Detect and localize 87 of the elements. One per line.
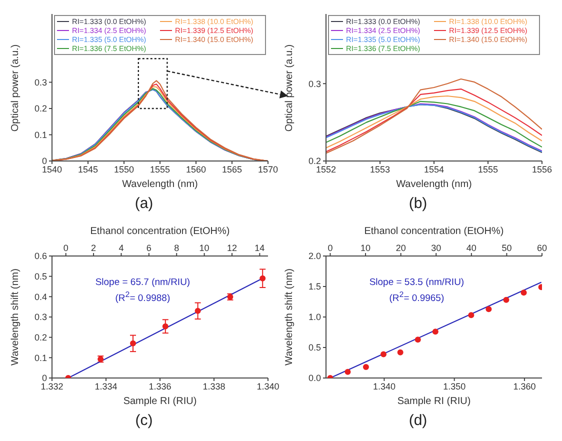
y-tick-label: 0.5	[34, 272, 47, 282]
x-axis-title: Wavelength (nm)	[395, 179, 473, 191]
y-tick-label: 1.0	[308, 312, 321, 322]
x-axis-title: Sample RI (RIU)	[396, 396, 472, 408]
y-tick-label: 0.6	[34, 251, 47, 262]
x-tick-label: 1.334	[94, 381, 118, 392]
x-tick-label: 1.340	[372, 381, 396, 392]
y-axis-title: Wavelength shift (nm)	[284, 268, 296, 366]
x2-tick-label: 60	[536, 243, 548, 253]
x2-tick-label: 50	[502, 243, 512, 253]
x2-tick-label: 10	[360, 243, 371, 253]
y-tick-label: 0.0	[308, 373, 321, 384]
y-tick-label: 0.2	[34, 104, 47, 114]
line-series	[326, 78, 542, 154]
point	[397, 349, 404, 356]
x2-tick-label: 2	[91, 243, 96, 253]
point	[414, 336, 421, 343]
y-tick-label: 0.5	[308, 342, 321, 353]
x2-tick-label: 0	[328, 243, 333, 253]
y-tick-label: 0.4	[34, 292, 47, 302]
x-tick-label: 1.332	[40, 381, 64, 392]
x-tick-label: 1550	[114, 164, 134, 174]
y-tick-label: 0.3	[34, 312, 47, 322]
y-tick-label: 0	[42, 373, 47, 384]
annotation: (R$^{2}$= 0.9965)	[388, 288, 446, 305]
y-tick-label: 1.5	[308, 282, 321, 292]
point	[486, 306, 492, 312]
y-tick-label: 0.2	[34, 332, 47, 343]
point	[520, 290, 527, 296]
x-tick-label: 1565	[222, 164, 242, 174]
x-axis-title: Sample RI (RIU)	[122, 396, 198, 408]
point	[344, 368, 351, 375]
x2-tick-label: 20	[396, 243, 406, 253]
x-tick-label: 1.336	[148, 381, 172, 392]
x-tick-label: 1555	[478, 164, 498, 174]
y-tick-label: 2.0	[308, 251, 321, 262]
annotation: Slope = 53.5 (nm/RIU)	[368, 276, 466, 289]
point	[130, 340, 136, 346]
y-tick-label: 0.3	[34, 77, 47, 88]
x2-axis-title: Ethanol concentration (EtOH%)	[89, 226, 231, 238]
y-tick-label: 0.3	[308, 78, 321, 89]
x2-tick-label: 8	[174, 243, 180, 253]
y-axis-title: Wavelength shift (nm)	[10, 268, 22, 366]
x-tick-label: 1560	[186, 164, 206, 174]
y-axis-title: Optical power (a.u.)	[10, 44, 22, 132]
x-tick-label: 1545	[78, 164, 98, 174]
x2-tick-label: 4	[118, 243, 124, 253]
point	[260, 275, 266, 282]
point	[380, 351, 387, 358]
y-tick-label: 0.1	[34, 352, 47, 363]
point	[432, 328, 438, 335]
x2-tick-label: 12	[226, 243, 238, 253]
point	[194, 308, 201, 314]
text: (a)	[134, 194, 154, 214]
x-tick-label: 1.360	[513, 381, 536, 392]
annotation: Slope = 65.7 (nm/RIU)	[94, 276, 192, 289]
x-tick-label: 1570	[258, 164, 278, 174]
y-axis-title: Optical power (a.u.)	[284, 44, 296, 132]
x2-tick-label: 30	[431, 243, 442, 253]
x-tick-label: 1540	[42, 164, 62, 174]
x-tick-label: 1554	[424, 164, 444, 174]
x-tick-label: 1552	[316, 164, 336, 174]
x-tick-label: 1556	[532, 164, 552, 174]
point	[162, 323, 168, 330]
x2-axis-title: Ethanol concentration (EtOH%)	[363, 226, 505, 238]
line-series	[326, 88, 542, 152]
y-tick-label: 0.1	[34, 130, 47, 140]
text: (d)	[408, 411, 428, 431]
x-tick-label: 1.340	[256, 381, 280, 392]
x-axis-title: Wavelength (nm)	[121, 179, 199, 191]
x2-tick-label: 10	[199, 243, 210, 253]
x2-tick-label: 0	[63, 243, 68, 253]
x2-tick-label: 14	[254, 243, 265, 253]
point	[362, 364, 369, 370]
y-tick-label: 0	[42, 156, 47, 166]
text: (c)	[134, 411, 154, 431]
point	[468, 312, 474, 318]
x-tick-label: 1553	[370, 164, 390, 174]
x-tick-label: 1.350	[443, 381, 466, 392]
point	[503, 296, 510, 303]
annotation: (R$^{2}$= 0.9988)	[114, 288, 172, 305]
x-tick-label: 1555	[150, 164, 170, 174]
text: (b)	[408, 194, 428, 214]
x2-tick-label: 6	[146, 243, 152, 253]
x2-tick-label: 40	[466, 243, 476, 253]
x-tick-label: 1.338	[202, 381, 226, 392]
y-tick-label: 0.2	[308, 156, 321, 166]
